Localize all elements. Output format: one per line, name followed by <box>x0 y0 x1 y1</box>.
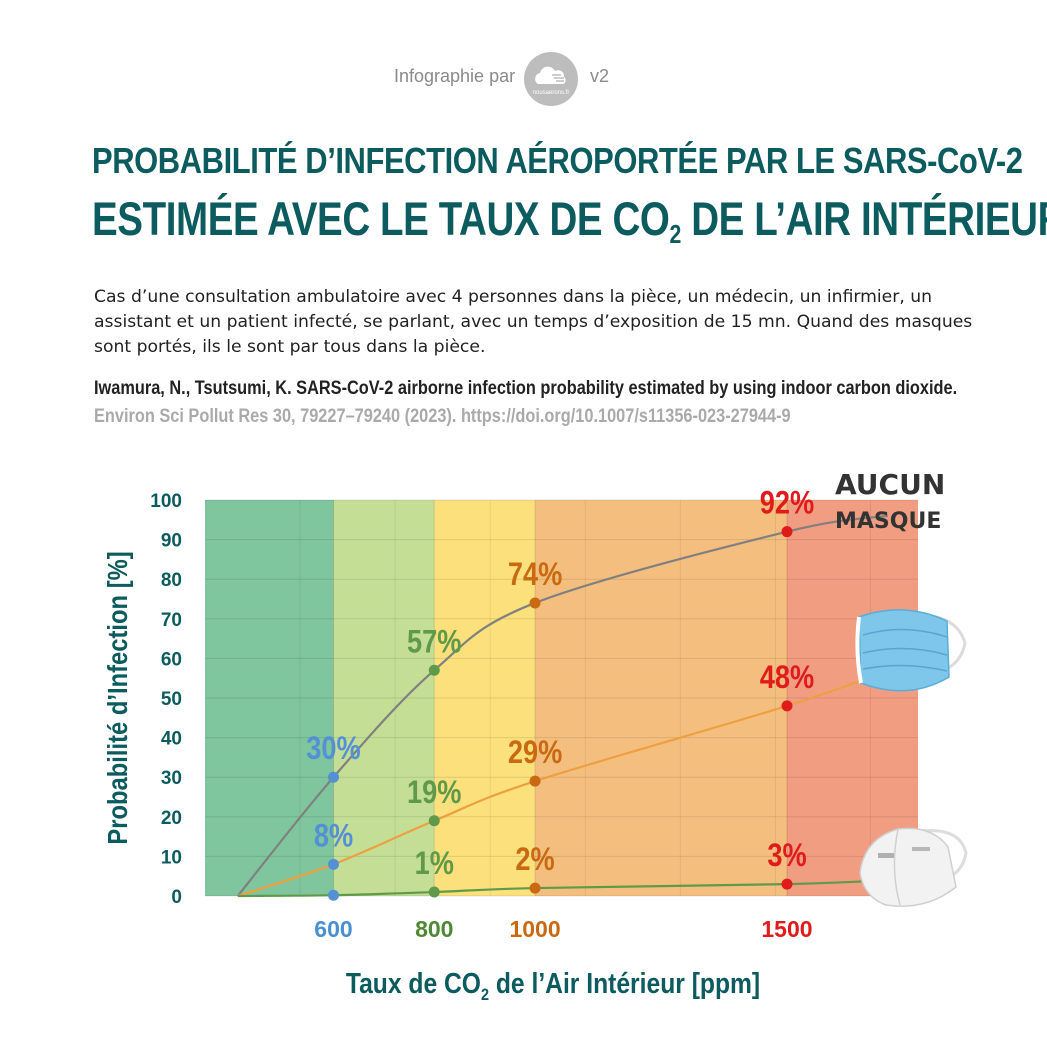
zone-band-0 <box>205 500 334 896</box>
data-label-0: 30% <box>306 731 360 767</box>
data-point-9 <box>781 526 793 538</box>
data-label-6: 74% <box>508 557 562 593</box>
x-tick-label-2: 1000 <box>509 916 560 942</box>
x-tick-label-0: 600 <box>314 916 352 942</box>
y-tick-label-0: 0 <box>171 887 182 908</box>
data-point-11 <box>781 878 793 890</box>
credit-prefix: Infographie par <box>394 66 516 86</box>
zone-band-1 <box>333 500 435 896</box>
data-point-1 <box>327 858 339 870</box>
x-axis-title-sub: 2 <box>481 986 489 1004</box>
data-label-3: 57% <box>407 624 461 660</box>
logo-cloud-icon: nousaerons.fr <box>524 52 578 106</box>
title-line-2-main: ESTIMÉE AVEC LE TAUX DE CO <box>92 192 670 245</box>
y-tick-label-6: 60 <box>161 649 182 670</box>
data-point-10 <box>781 700 793 712</box>
data-label-7: 29% <box>508 735 562 771</box>
data-point-4 <box>428 815 440 827</box>
logo-text: nousaerons.fr <box>532 90 570 96</box>
data-point-2 <box>327 889 339 901</box>
data-label-4: 19% <box>407 775 461 811</box>
y-tick-label-3: 30 <box>161 768 182 789</box>
title-line-2: ESTIMÉE AVEC LE TAUX DE CO2 DE L’AIR INT… <box>92 191 1047 250</box>
x-axis-title: Taux de CO2 de l’Air Intérieur [ppm] <box>346 967 760 1004</box>
title-line-1: PROBABILITÉ D’INFECTION AÉROPORTÉE PAR L… <box>92 140 1023 181</box>
version-label: v2 <box>590 66 610 86</box>
data-label-8: 2% <box>515 842 554 878</box>
y-tick-label-9: 90 <box>161 531 182 552</box>
y-tick-label-1: 10 <box>161 847 182 868</box>
data-label-9: 92% <box>760 486 814 522</box>
y-tick-label-2: 20 <box>161 808 182 829</box>
y-axis-title: Probabilité d’Infection [%] <box>101 551 133 844</box>
y-tick-label-10: 100 <box>150 491 182 512</box>
zone-band-3 <box>535 500 787 896</box>
data-point-6 <box>529 597 541 609</box>
data-point-7 <box>529 775 541 787</box>
citation-journal: Environ Sci Pollut Res 30, 79227–79240 (… <box>94 406 791 427</box>
data-point-3 <box>428 664 440 676</box>
zone-band-2 <box>434 500 536 896</box>
data-point-0 <box>327 771 339 783</box>
data-label-11: 3% <box>767 838 806 874</box>
x-tick-label-1: 800 <box>415 916 453 942</box>
y-tick-label-5: 50 <box>161 689 182 710</box>
y-tick-label-7: 70 <box>161 610 182 631</box>
y-tick-label-4: 40 <box>161 729 182 750</box>
x-tick-label-3: 1500 <box>761 916 812 942</box>
data-point-5 <box>428 886 440 898</box>
title-line-2-sub: 2 <box>669 219 681 249</box>
data-label-5: 1% <box>415 846 454 882</box>
x-axis-title-end: de l’Air Intérieur [ppm] <box>489 967 760 999</box>
y-tick-label-8: 80 <box>161 570 182 591</box>
ffp2-mask-icon <box>859 827 968 907</box>
credit-bar: Infographie par nousaerons.fr v2 <box>0 52 1047 108</box>
data-label-10: 48% <box>760 660 814 696</box>
description: Cas d’une consultation ambulatoire avec … <box>94 287 973 357</box>
surgical-mask-icon <box>855 609 967 692</box>
citation-authors: Iwamura, N., Tsutsumi, K. SARS-CoV-2 air… <box>94 378 958 399</box>
title-line-2-end: DE L’AIR INTÉRIEUR <box>680 192 1047 245</box>
data-point-8 <box>529 882 541 894</box>
x-axis-title-main: Taux de CO <box>346 967 481 999</box>
data-label-1: 8% <box>314 818 353 854</box>
cloud-wind-icon <box>535 66 566 84</box>
series-label-no-mask-line2: MASQUE <box>835 509 941 534</box>
series-label-no-mask-line1: AUCUN <box>835 468 945 501</box>
